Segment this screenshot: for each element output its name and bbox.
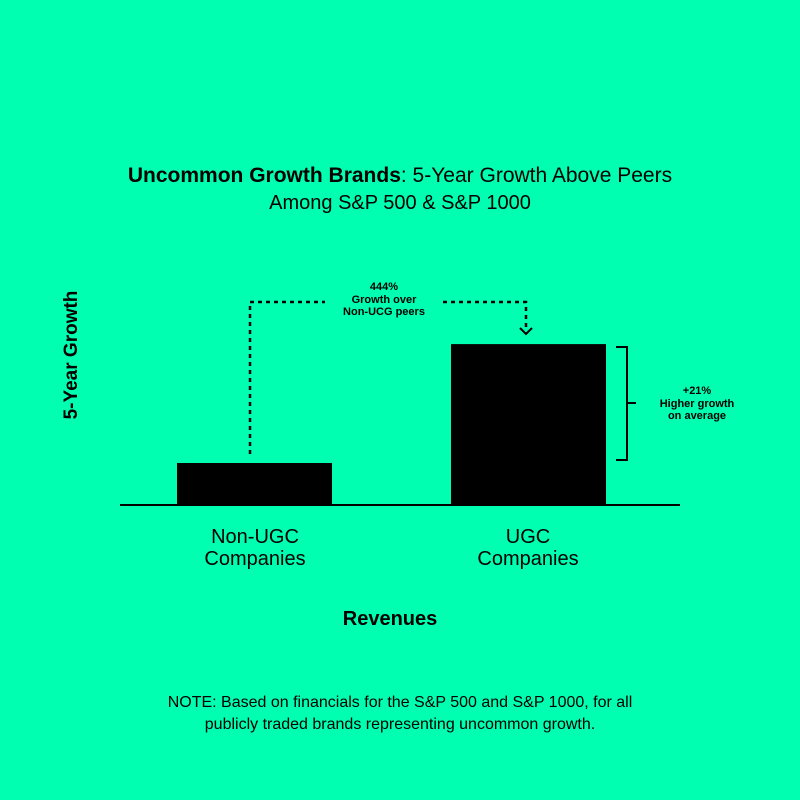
title-rest: : 5-Year Growth Above Peers (400, 164, 673, 187)
category-label-line: Companies (204, 548, 306, 570)
category-label-line: Non-UGC (211, 526, 299, 548)
bar-0 (177, 463, 332, 504)
title-bold: Uncommon Growth Brands (127, 164, 401, 187)
gap-annotation: 444% Growth over Non-UCG peers (324, 281, 444, 319)
gap-annotation-line: 444% (369, 281, 399, 293)
bracket-annotation: +21% Higher growth on average (642, 385, 752, 423)
category-label-line: Companies (477, 548, 579, 570)
gap-annotation-line: Growth over (351, 293, 417, 306)
chart-title: Uncommon Growth Brands: 5-Year Growth Ab… (0, 164, 800, 188)
bracket-annotation-line: Higher growth (659, 397, 735, 410)
category-label-ugc: UGC Companies (428, 526, 628, 570)
gap-annotation-line: Non-UCG peers (343, 306, 425, 318)
category-label-line: UGC (505, 526, 551, 548)
x-axis-label: Revenues (342, 608, 438, 630)
gap-dotted-connector (248, 300, 528, 454)
category-label-non-ugc: Non-UGC Companies (155, 526, 355, 570)
footnote-line: NOTE: Based on financials for the S&P 50… (167, 694, 633, 711)
chart-subtitle: Among S&P 500 & S&P 1000 (269, 192, 531, 214)
footnote-line: publicly traded brands representing unco… (204, 716, 596, 733)
bracket-annotation-line: on average (667, 410, 727, 422)
arrow-down-icon (519, 327, 533, 336)
footnote: NOTE: Based on financials for the S&P 50… (0, 692, 800, 736)
bracket-annotation-line: +21% (682, 385, 712, 397)
bar-1 (451, 344, 606, 504)
bracket (616, 346, 636, 461)
